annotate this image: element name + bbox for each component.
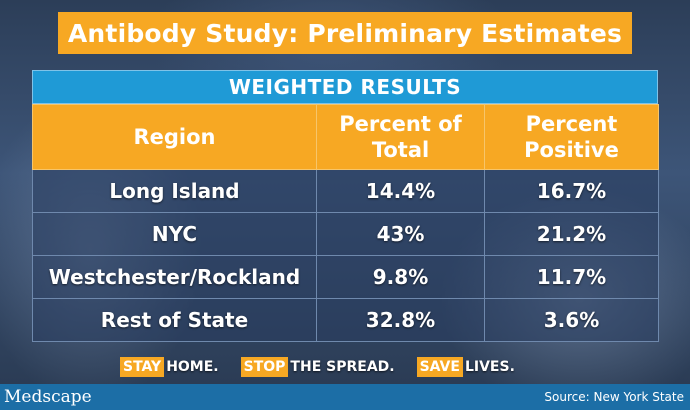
page-title: Antibody Study: Preliminary Estimates	[67, 18, 623, 48]
table-caption: WEIGHTED RESULTS	[32, 70, 658, 104]
title-banner: Antibody Study: Preliminary Estimates	[58, 12, 632, 54]
cell-region: NYC	[32, 212, 317, 256]
cell-percent-of-total: 14.4%	[316, 169, 485, 213]
cell-percent-of-total: 43%	[316, 212, 485, 256]
cell-region: Westchester/Rockland	[32, 255, 317, 299]
slogan-tag: SAVE	[416, 357, 463, 377]
slogan-text: LIVES.	[464, 359, 515, 375]
table-row: Long Island 14.4% 16.7%	[32, 169, 659, 213]
cell-percent-of-total: 32.8%	[316, 298, 485, 342]
slogan-text: THE SPREAD.	[290, 359, 395, 375]
footer-bar: Medscape Source: New York State	[0, 384, 690, 410]
source-credit: Source: New York State	[544, 390, 684, 404]
slogan-tag: STAY	[120, 357, 165, 377]
header-region: Region	[32, 104, 317, 170]
header-percent-of-total: Percent of Total	[316, 104, 485, 170]
slogan-save-lives: SAVE LIVES.	[416, 357, 515, 377]
slogan-tag: STOP	[240, 357, 289, 377]
results-table-container: WEIGHTED RESULTS Region Percent of Total…	[32, 70, 659, 342]
cell-percent-positive: 11.7%	[484, 255, 659, 299]
table-header-row: Region Percent of Total Percent Positive	[32, 104, 659, 170]
slogan-text: HOME.	[166, 359, 219, 375]
table-row: NYC 43% 21.2%	[32, 212, 659, 256]
slogan-stay-home: STAY HOME.	[120, 357, 219, 377]
table-row: Rest of State 32.8% 3.6%	[32, 298, 659, 342]
table-row: Westchester/Rockland 9.8% 11.7%	[32, 255, 659, 299]
cell-percent-positive: 16.7%	[484, 169, 659, 213]
cell-region: Rest of State	[32, 298, 317, 342]
slogan-strip: STAY HOME. STOP THE SPREAD. SAVE LIVES.	[120, 354, 515, 380]
slogan-stop-spread: STOP THE SPREAD.	[240, 357, 395, 377]
medscape-logo: Medscape	[4, 387, 92, 407]
header-percent-positive: Percent Positive	[484, 104, 659, 170]
cell-region: Long Island	[32, 169, 317, 213]
cell-percent-of-total: 9.8%	[316, 255, 485, 299]
cell-percent-positive: 3.6%	[484, 298, 659, 342]
results-table: Region Percent of Total Percent Positive…	[32, 104, 659, 342]
cell-percent-positive: 21.2%	[484, 212, 659, 256]
